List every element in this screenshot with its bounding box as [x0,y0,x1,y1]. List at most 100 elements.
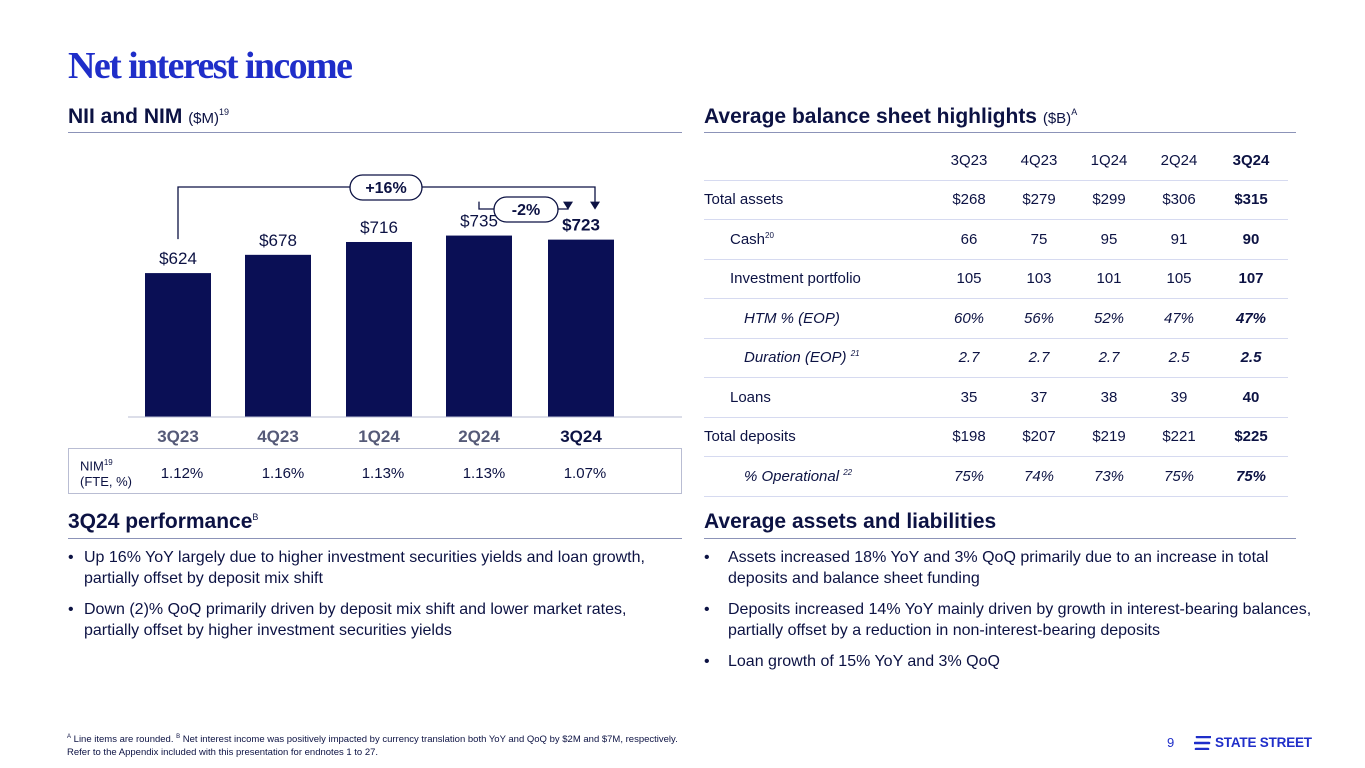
assets-liabilities-heading: Average assets and liabilities [704,510,997,533]
table-cell: 56% [1004,298,1074,339]
table-cell: $219 [1074,417,1144,457]
bar-value-label: $723 [562,216,600,235]
performance-bullets: Up 16% YoY largely due to higher investm… [68,547,678,651]
yoy-change-label: +16% [365,180,406,197]
table-cell: 38 [1074,377,1144,418]
table-header-row: 3Q23 4Q23 1Q24 2Q24 3Q24 [704,141,1288,181]
row-label: Cash20 [704,219,934,260]
row-label-text: Investment portfolio [730,270,861,288]
table-cell: $279 [1004,180,1074,220]
table-cell: 73% [1074,456,1144,497]
table-cell: $221 [1144,417,1214,457]
nii-bar-chart: $624 3Q23 $678 4Q23 $716 1Q24 $735 2Q24 $723 3Q24… [128,174,682,446]
table-cell: 103 [1004,259,1074,299]
x-tick-label: 4Q23 [257,427,299,446]
qoq-change-label: -2% [512,202,540,219]
table-cell: 105 [934,259,1004,299]
row-label: Investment portfolio [704,259,934,299]
table-cell: 105 [1144,259,1214,299]
table-cell: $225 [1214,417,1288,457]
table-cell: 35 [934,377,1004,418]
footnote-line2: Refer to the Appendix included with this… [67,747,379,759]
bar [145,273,211,417]
row-label: Total assets [704,180,934,220]
row-label: Loans [704,377,934,418]
column-header: 4Q23 [1004,141,1074,181]
nim-value: 1.12% [160,465,204,482]
state-street-mark-icon [1194,735,1211,750]
row-label-sup: 20 [765,230,774,240]
page-title: Net interest income [68,45,353,87]
footnote-sup-b: B [176,734,181,740]
bar-value-label: $624 [159,249,197,268]
table-cell: $315 [1214,180,1288,220]
nii-nim-unit: ($M) [188,110,220,127]
table-cell: $207 [1004,417,1074,457]
x-tick-label: 1Q24 [358,427,400,446]
performance-heading-sup: B [252,512,259,522]
column-header: 1Q24 [1074,141,1144,181]
nii-nim-heading-text: NII and NIM [68,105,183,128]
nim-value: 1.13% [462,465,506,482]
row-label: Duration (EOP) 21 [704,338,934,378]
yoy-pill [349,174,423,201]
row-label-text: Duration (EOP) [744,349,847,367]
table-cell: 75% [1144,456,1214,497]
bullet-item: Up 16% YoY largely due to higher investm… [68,547,678,589]
table-cell: 91 [1144,219,1214,260]
bar-value-label: $678 [259,231,297,250]
nim-value: 1.16% [261,465,305,482]
nim-label-text: NIM [80,458,104,474]
row-label-text: % Operational [744,467,840,485]
table-cell: 75% [1214,456,1288,497]
table-cell: $306 [1144,180,1214,220]
bullet-item: Loan growth of 15% YoY and 3% QoQ [704,651,1324,672]
nim-value: 1.07% [563,465,607,482]
state-street-logo: STATE STREET [1194,735,1312,750]
table-cell: 2.7 [1004,338,1074,378]
table-row: Total assets $268 $279 $299 $306 $315 [704,180,1288,220]
balance-sheet-table: 3Q23 4Q23 1Q24 2Q24 3Q24 Total assets $2… [704,141,1288,497]
table-cell: 75% [934,456,1004,497]
bar [346,241,412,417]
table-cell: 47% [1214,298,1288,339]
balance-sheet-heading: Average balance sheet highlights ($B)A [704,105,1077,129]
table-row: Duration (EOP) 21 2.7 2.7 2.7 2.5 2.5 [704,338,1288,378]
nii-nim-sup: 19 [219,107,230,117]
yoy-arrowhead [590,201,600,210]
table-cell: $198 [934,417,1004,457]
row-label: Total deposits [704,417,934,457]
row-label-text: Total deposits [704,428,796,446]
table-cell: 2.5 [1214,338,1288,378]
table-row: Cash20 66 75 95 91 90 [704,219,1288,260]
x-tick-label: 3Q24 [560,427,602,446]
row-label: HTM % (EOP) [704,298,934,339]
bar [245,254,311,417]
table-cell: 66 [934,219,1004,260]
nim-sublabel: (FTE, %) [80,474,132,490]
assets-liabilities-rule [704,538,1296,539]
row-label: % Operational 22 [704,456,934,497]
column-header: 3Q23 [934,141,1004,181]
row-label-text: Cash [730,230,766,248]
left-heading-rule [68,132,682,133]
row-label-sup: 21 [850,349,860,359]
bullet-item: Down (2)% QoQ primarily driven by deposi… [68,599,678,641]
nim-value: 1.13% [361,465,405,482]
row-label-text: HTM % (EOP) [744,309,840,327]
qoq-arrowhead [563,201,573,210]
bar-value-label: $716 [360,218,398,237]
table-cell: $268 [934,180,1004,220]
bullet-item: Deposits increased 14% YoY mainly driven… [704,599,1324,641]
table-cell: 107 [1214,259,1288,299]
table-cell: 40 [1214,377,1288,418]
footnote-text-b: Net interest income was positively impac… [182,734,678,746]
nim-label: NIM19 (FTE, %) [80,455,132,490]
column-header: 3Q24 [1214,141,1288,181]
table-cell: 95 [1074,219,1144,260]
table-cell: $299 [1074,180,1144,220]
performance-heading-text: 3Q24 performance [68,510,253,533]
nii-nim-heading: NII and NIM ($M)19 [68,105,229,129]
footnote-sup-a: A [67,734,72,740]
balance-sheet-heading-text: Average balance sheet highlights [704,105,1037,128]
